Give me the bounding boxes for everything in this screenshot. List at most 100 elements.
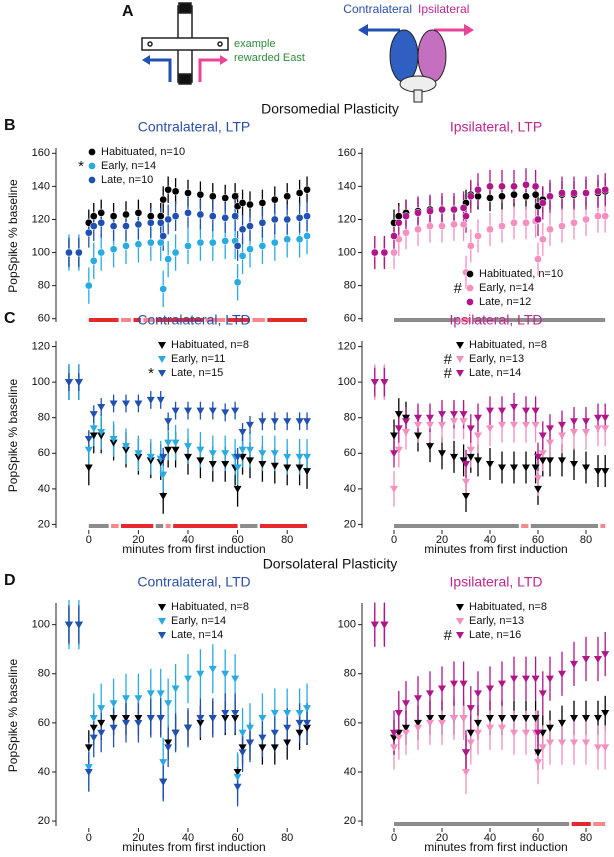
data-point [231,675,240,683]
data-point [89,724,98,732]
legend-marker [456,356,464,363]
data-point [221,194,230,202]
data-point [402,212,410,221]
data-point [531,464,540,472]
data-point [426,421,434,429]
data-point [97,705,106,713]
data-point [414,208,422,217]
data-point [546,425,554,433]
data-point [414,724,422,732]
data-point [109,212,118,221]
data-point [474,232,482,240]
data-point [258,242,267,250]
data-point [459,418,468,426]
data-point [283,418,292,426]
data-point [534,215,542,224]
legend-label: Early, n=11 [171,353,225,365]
data-point [238,749,247,757]
y-tick-label: 120 [32,340,50,352]
data-point [601,185,610,194]
data-point [109,439,118,447]
data-point [97,729,106,737]
legend-marker [88,162,96,170]
x-tick-label: 0 [86,832,92,844]
data-point [546,225,554,234]
data-point [231,407,240,415]
data-point [522,729,530,737]
data-point [65,248,73,257]
data-point [570,218,578,227]
data-point [146,218,155,227]
data-point [156,459,165,467]
data-point [594,468,602,476]
data-point [231,212,239,221]
data-point [522,180,530,189]
data-point [558,189,566,197]
data-point [594,187,602,196]
y-axis-label: PopSpike % baseline [6,179,20,293]
data-point [601,468,610,476]
data-point [462,768,470,776]
data-point [510,675,518,683]
data-point [221,237,230,245]
data-point [246,421,254,429]
data-point [594,425,602,433]
data-point [474,729,482,737]
data-point [510,190,518,199]
data-point [122,210,130,219]
chart-title: Contralateral, LTD [137,574,250,590]
data-point [450,453,458,461]
data-point [594,656,602,664]
y-tick-label: 80 [38,280,50,292]
data-point [246,245,254,254]
data-point [208,192,217,201]
data-point [233,783,242,791]
data-point [582,215,590,224]
data-point [462,478,470,486]
data-point [538,199,547,207]
data-point [601,212,610,221]
data-point [531,407,540,415]
data-point [295,710,304,718]
arrow-east [198,58,222,82]
data-point [558,670,566,678]
data-point [283,215,292,224]
data-point [303,705,312,713]
data-point [164,185,173,194]
caption: example [234,38,276,50]
data-point [414,432,422,440]
data-point [283,739,292,747]
data-point [156,396,165,404]
legend-label: Early, n=13 [469,353,524,365]
legend-label: Late, n=16 [469,629,521,641]
data-point [466,729,475,737]
data-point [221,409,230,417]
data-point [570,660,578,668]
y-tick-label: 160 [32,147,50,159]
arrow-west [148,58,172,82]
y-tick-label: 40 [38,483,50,495]
data-point [594,714,602,722]
data-point [134,695,143,703]
data-point [498,222,506,230]
data-point [394,411,403,419]
data-point [459,220,468,229]
data-point [582,739,590,747]
maze [141,2,229,85]
data-point [84,464,93,472]
data-point [184,242,192,250]
data-point [159,759,168,767]
data-point [171,212,180,221]
data-point [438,719,446,727]
significance-bar [227,318,250,322]
data-point [414,695,422,703]
data-point [510,729,518,737]
data-point [450,220,458,229]
significance-flag: # [444,351,453,368]
legend-marker [88,176,96,184]
data-point [402,428,410,436]
data-point [295,719,304,727]
data-point [89,734,98,742]
data-point [97,248,106,257]
significance-bar [121,524,154,528]
